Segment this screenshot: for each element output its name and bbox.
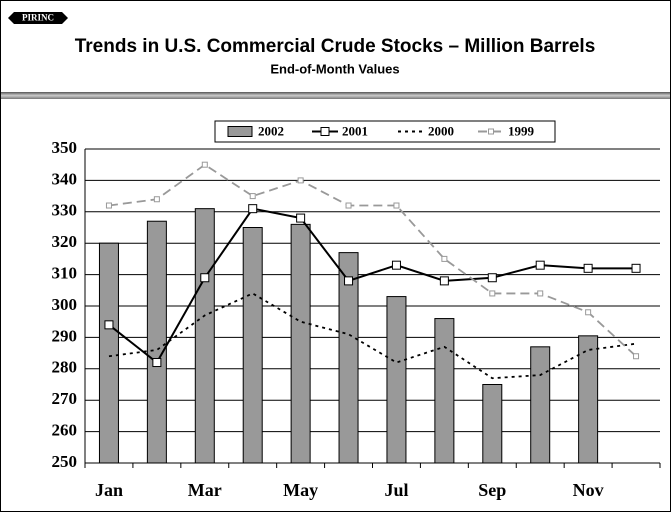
bar	[434, 318, 455, 464]
legend-box	[214, 120, 556, 143]
legend-marker	[320, 127, 330, 136]
marker	[105, 202, 112, 209]
y-tick-label: 260	[52, 421, 78, 440]
y-tick-label: 350	[52, 138, 78, 157]
y-tick-label: 300	[52, 295, 78, 314]
y-tick-label: 340	[52, 169, 78, 188]
x-tick-label: Jan	[95, 480, 123, 500]
y-tick-label: 250	[52, 452, 78, 471]
marker	[296, 213, 306, 223]
bar	[242, 227, 263, 464]
marker	[297, 177, 304, 184]
marker	[487, 273, 497, 283]
marker	[631, 263, 641, 273]
marker	[248, 204, 258, 214]
legend-label: 1999	[508, 123, 535, 138]
y-tick-label: 330	[52, 201, 78, 220]
y-tick-label: 320	[52, 232, 78, 251]
marker	[200, 273, 210, 283]
marker	[441, 255, 448, 262]
legend-label: 2000	[428, 123, 454, 138]
marker	[489, 290, 496, 297]
x-tick-label: Nov	[573, 480, 604, 500]
legend-label: 2002	[258, 123, 284, 138]
marker	[152, 358, 162, 368]
marker	[535, 260, 545, 270]
marker	[201, 161, 208, 168]
marker	[104, 320, 114, 330]
y-tick-label: 290	[52, 326, 78, 345]
marker	[345, 202, 352, 209]
marker	[393, 202, 400, 209]
bar	[578, 335, 599, 464]
chart-title: Trends in U.S. Commercial Crude Stocks –…	[75, 36, 596, 57]
bar	[194, 208, 215, 464]
x-tick-label: May	[283, 480, 318, 500]
chart-subtitle: End-of-Month Values	[270, 61, 399, 76]
logo: PIRINC	[22, 13, 54, 23]
bar	[530, 346, 551, 464]
line	[108, 207, 637, 365]
marker	[537, 290, 544, 297]
marker	[633, 353, 640, 360]
marker	[249, 193, 256, 200]
legend-marker	[488, 128, 494, 135]
y-tick-label: 280	[52, 358, 78, 377]
x-tick-label: Mar	[188, 480, 222, 500]
marker	[585, 309, 592, 316]
marker	[583, 263, 593, 273]
line	[108, 163, 637, 357]
bar	[338, 252, 359, 464]
header-band	[1, 92, 670, 99]
bar	[98, 242, 119, 464]
legend-swatch	[227, 126, 253, 137]
bar	[386, 296, 407, 464]
bar	[482, 384, 503, 464]
y-tick-label: 310	[52, 264, 78, 283]
logo-banner	[8, 12, 68, 24]
bar	[146, 220, 167, 464]
legend-label: 2001	[342, 123, 368, 138]
marker	[439, 276, 449, 286]
line	[108, 292, 637, 380]
y-tick-label: 270	[52, 389, 78, 408]
x-tick-label: Sep	[478, 480, 506, 500]
marker	[391, 260, 401, 270]
x-tick-label: Jul	[384, 480, 408, 500]
bar	[290, 223, 311, 464]
marker	[344, 276, 354, 286]
marker	[153, 196, 160, 203]
